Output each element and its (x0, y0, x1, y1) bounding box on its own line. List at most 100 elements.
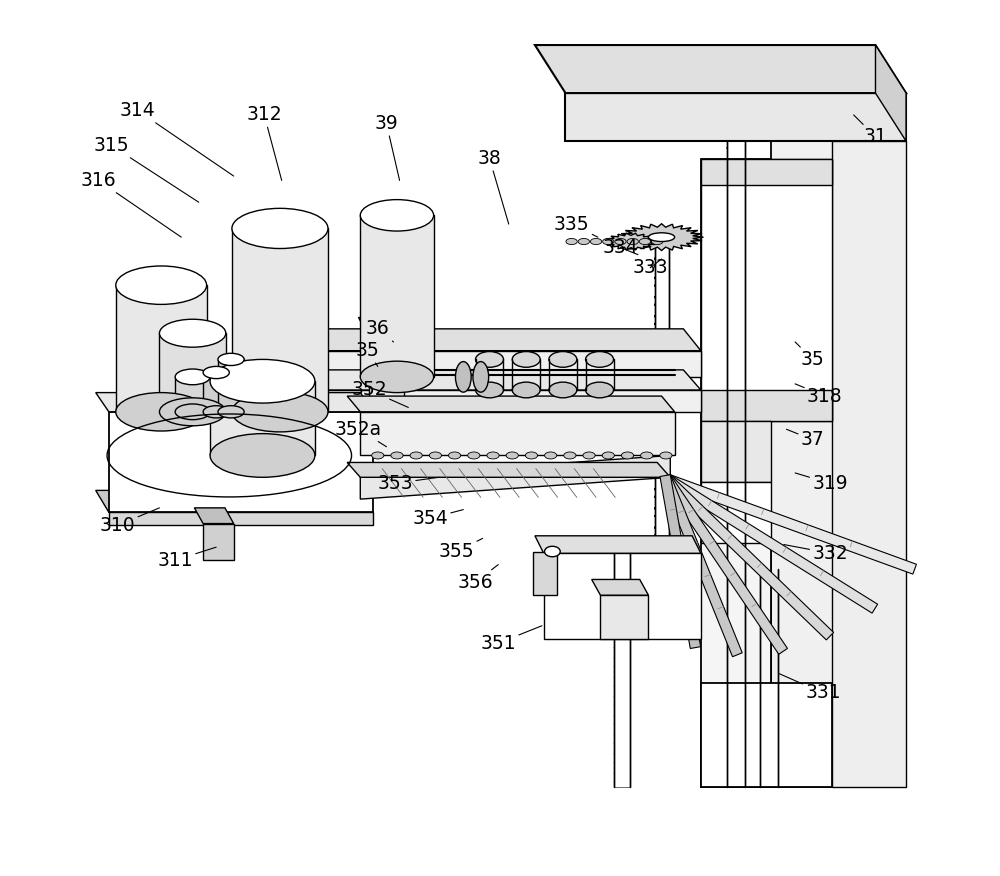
Polygon shape (660, 475, 701, 648)
Text: 35: 35 (355, 341, 379, 366)
Text: 38: 38 (478, 149, 509, 224)
Polygon shape (701, 482, 771, 543)
Polygon shape (544, 554, 701, 639)
Polygon shape (662, 475, 787, 654)
Polygon shape (347, 396, 675, 412)
Ellipse shape (116, 266, 207, 304)
Polygon shape (96, 392, 373, 412)
Ellipse shape (391, 452, 403, 459)
Ellipse shape (448, 452, 461, 459)
Ellipse shape (578, 238, 590, 244)
Polygon shape (360, 456, 670, 499)
Polygon shape (360, 412, 675, 456)
Polygon shape (295, 370, 701, 390)
Ellipse shape (583, 452, 595, 459)
Polygon shape (600, 595, 648, 639)
Ellipse shape (627, 238, 638, 244)
Polygon shape (535, 536, 701, 554)
Ellipse shape (232, 392, 328, 432)
Ellipse shape (641, 452, 653, 459)
Polygon shape (665, 475, 878, 613)
Ellipse shape (473, 362, 489, 392)
Ellipse shape (586, 382, 614, 398)
Text: 39: 39 (375, 114, 400, 180)
Polygon shape (347, 463, 670, 477)
Polygon shape (232, 229, 328, 412)
Text: 316: 316 (81, 171, 181, 237)
Ellipse shape (468, 452, 480, 459)
Polygon shape (203, 372, 229, 412)
Text: 352: 352 (351, 380, 408, 407)
Ellipse shape (360, 200, 434, 231)
Polygon shape (701, 159, 771, 788)
Ellipse shape (549, 382, 577, 398)
Ellipse shape (512, 351, 540, 367)
Polygon shape (605, 233, 657, 250)
Text: 315: 315 (94, 136, 199, 202)
Text: 31: 31 (854, 115, 887, 146)
Ellipse shape (566, 238, 577, 244)
Text: 311: 311 (157, 548, 216, 569)
Ellipse shape (410, 452, 422, 459)
Polygon shape (614, 554, 630, 788)
Text: 334: 334 (603, 238, 638, 258)
Ellipse shape (203, 406, 229, 418)
Text: 356: 356 (458, 565, 498, 591)
Polygon shape (655, 237, 669, 561)
Ellipse shape (652, 238, 663, 244)
Ellipse shape (660, 452, 672, 459)
Ellipse shape (159, 319, 226, 347)
Polygon shape (661, 475, 742, 657)
Polygon shape (727, 141, 745, 788)
Ellipse shape (116, 392, 207, 431)
Ellipse shape (210, 359, 315, 403)
Ellipse shape (476, 351, 503, 367)
Ellipse shape (218, 406, 244, 418)
Polygon shape (771, 97, 906, 788)
Polygon shape (565, 93, 906, 141)
Ellipse shape (549, 351, 577, 367)
Polygon shape (592, 579, 648, 595)
Ellipse shape (525, 452, 538, 459)
Ellipse shape (590, 238, 602, 244)
Ellipse shape (615, 238, 626, 244)
Polygon shape (312, 350, 701, 377)
Text: 36: 36 (366, 320, 393, 342)
Text: 35: 35 (795, 342, 824, 369)
Ellipse shape (210, 434, 315, 477)
Ellipse shape (159, 398, 226, 426)
Polygon shape (663, 475, 834, 640)
Polygon shape (175, 377, 210, 412)
Ellipse shape (545, 452, 557, 459)
Ellipse shape (512, 382, 540, 398)
Polygon shape (535, 45, 906, 93)
Ellipse shape (360, 361, 434, 392)
Ellipse shape (218, 353, 244, 365)
Ellipse shape (564, 452, 576, 459)
Ellipse shape (203, 366, 229, 378)
Polygon shape (109, 512, 373, 526)
Text: 352a: 352a (335, 420, 386, 447)
Text: 333: 333 (632, 258, 668, 277)
Ellipse shape (175, 369, 210, 385)
Text: 314: 314 (120, 101, 234, 176)
Polygon shape (760, 569, 778, 788)
Ellipse shape (586, 351, 614, 367)
Polygon shape (312, 390, 701, 412)
Polygon shape (295, 328, 701, 350)
Ellipse shape (232, 208, 328, 249)
Polygon shape (116, 286, 207, 412)
Text: 331: 331 (779, 674, 841, 703)
Ellipse shape (429, 452, 441, 459)
Polygon shape (210, 381, 315, 456)
Ellipse shape (476, 382, 503, 398)
Polygon shape (533, 552, 557, 595)
Polygon shape (875, 45, 906, 141)
Polygon shape (832, 141, 906, 788)
Polygon shape (194, 508, 234, 524)
Polygon shape (109, 412, 373, 512)
Polygon shape (359, 317, 404, 337)
Text: 310: 310 (100, 508, 159, 535)
Text: 318: 318 (795, 384, 843, 406)
Polygon shape (701, 420, 771, 482)
